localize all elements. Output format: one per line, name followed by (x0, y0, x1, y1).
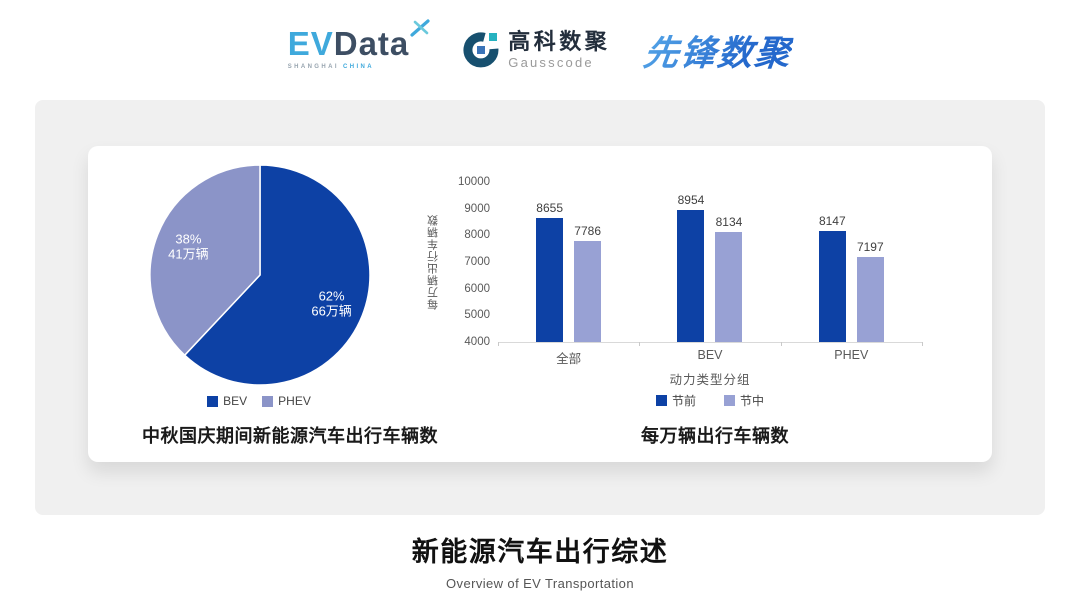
yaxis-tick-9000: 9000 (464, 202, 490, 215)
yaxis-tick-10000: 10000 (458, 176, 490, 188)
pie-slice-phev (149, 164, 261, 357)
bar-group-PHEV: 8147 7197 (781, 182, 922, 342)
yaxis-tick-8000: 8000 (464, 229, 490, 242)
evdata-logo: EV Data SHANGHAI CHINA (287, 19, 430, 70)
evdata-logo-subtext: SHANGHAI CHINA (288, 64, 374, 70)
bar-value-label: 8134 (715, 214, 743, 229)
bar-yaxis-label: 每万辆出行车辆数 (427, 214, 440, 310)
pie-slice-label-bev: 62% 66万辆 (311, 288, 351, 318)
header-logos: EV Data SHANGHAI CHINA 高科数聚 Gausscode (0, 14, 1080, 86)
bar-legend: 节前 节中 (498, 392, 922, 409)
bar-value-label: 8954 (677, 192, 705, 207)
gausscode-name-en: Gausscode (508, 54, 594, 70)
gausscode-logo: 高科数聚 Gausscode (463, 30, 610, 70)
evdata-x-icon (410, 19, 430, 38)
legend-label: BEV (223, 394, 248, 408)
legend-swatch (655, 395, 667, 406)
evdata-logo-wordmark: EV Data (287, 19, 430, 63)
bar-PHEV-节前: 8147 (818, 214, 846, 342)
bar-group-BEV: 8954 8134 (639, 182, 780, 342)
gausscode-logo-text: 高科数聚 Gausscode (508, 30, 610, 69)
bar-group-全部: 8655 7786 (498, 182, 639, 342)
evdata-subtext-shanghai: SHANGHAI (287, 63, 339, 70)
report-title: 新能源汽车出行综述 (411, 537, 669, 567)
bar-全部-节前: 8655 (536, 201, 564, 342)
evdata-subtext-china: CHINA (342, 63, 374, 70)
pie-legend-item-phev: PHEV (262, 394, 311, 408)
yaxis-tick-5000: 5000 (464, 309, 490, 322)
bar-value-label: 7197 (856, 239, 884, 254)
bar-legend-item-节中: 节中 (724, 392, 764, 409)
gray-panel: 62% 66万辆 38% 41万辆 BEV PHEV 中秋国庆期间新能源汽车出行车辆数 … (35, 100, 1045, 515)
xaxis-tick-mark (498, 342, 499, 346)
bar-yaxis-ticks: 4000 5000 6000 7000 8000 9000 10000 (442, 176, 490, 348)
bar-plot-area: 8655 7786 8954 8134 8147 7197 (498, 182, 923, 346)
legend-swatch (724, 395, 735, 406)
pioneer-logo-text: 先锋数聚 (641, 33, 795, 73)
charts-card: 62% 66万辆 38% 41万辆 BEV PHEV 中秋国庆期间新能源汽车出行车辆数 … (88, 146, 992, 462)
gausscode-g-icon (463, 32, 499, 68)
bar-value-label: 7786 (574, 224, 602, 239)
xaxis-tick-mark (780, 342, 782, 346)
bar-xaxis-label: 动力类型分组 (669, 373, 751, 387)
bar-legend-item-节前: 节前 (655, 392, 696, 409)
pie-slice-bev (183, 164, 371, 386)
bar-category-labels: 全部 BEV PHEV (498, 348, 922, 367)
xaxis-tick-mark (922, 342, 923, 346)
category-label-PHEV: PHEV (834, 348, 869, 362)
pie-legend-item-bev: BEV (207, 394, 247, 408)
pie-slice-label-phev: 38% 41万辆 (168, 232, 208, 262)
evdata-logo-ev-text: EV (287, 25, 334, 63)
pioneer-logo: 先锋数聚 (641, 25, 795, 76)
yaxis-tick-6000: 6000 (464, 282, 490, 295)
bar-value-label: 8655 (536, 200, 564, 215)
footer: 新能源汽车出行综述 Overview of EV Transportation (0, 530, 1080, 591)
bar-PHEV-节中: 7197 (856, 240, 884, 342)
legend-label: 节前 (671, 394, 696, 408)
bar-value-label: 8147 (818, 214, 846, 229)
yaxis-tick-7000: 7000 (464, 256, 490, 268)
xaxis-tick-mark (639, 342, 641, 346)
gausscode-name-cn: 高科数聚 (508, 29, 611, 55)
report-subtitle: Overview of EV Transportation (446, 576, 634, 591)
bar-BEV-节前: 8954 (677, 193, 705, 342)
bar-BEV-节中: 8134 (715, 215, 743, 342)
legend-label: PHEV (278, 394, 311, 408)
pie-legend: BEV PHEV (127, 394, 391, 408)
category-label-全部: 全部 (556, 352, 582, 366)
pie-chart: 62% 66万辆 38% 41万辆 (149, 164, 371, 386)
legend-label: 节中 (740, 394, 765, 408)
bar-chart-title: 每万辆出行车辆数 (641, 426, 789, 446)
category-label-BEV: BEV (697, 348, 723, 362)
legend-swatch (262, 395, 274, 407)
legend-swatch (207, 395, 219, 407)
bar-全部-节中: 7786 (574, 224, 602, 342)
pie-chart-title: 中秋国庆期间新能源汽车出行车辆数 (142, 426, 438, 446)
evdata-logo-data-text: Data (333, 25, 410, 63)
yaxis-tick-4000: 4000 (464, 336, 490, 348)
